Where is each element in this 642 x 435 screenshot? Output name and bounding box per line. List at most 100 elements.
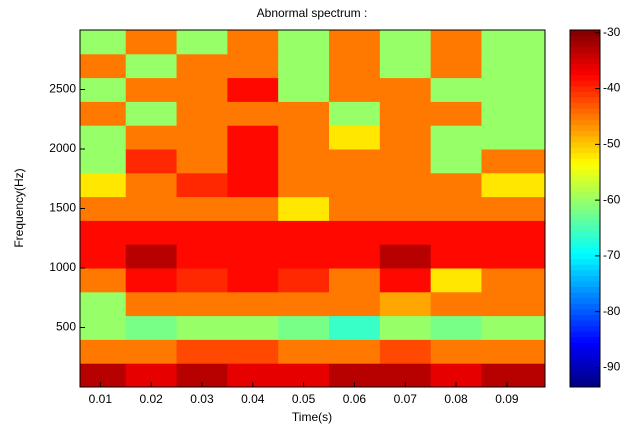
colorbar-swatch	[570, 364, 600, 371]
contour-cell	[329, 53, 381, 79]
colorbar-swatch	[570, 353, 600, 360]
colorbar-swatch	[570, 108, 600, 115]
contour-cell	[430, 77, 482, 102]
contour-cell	[329, 125, 381, 150]
contour-cell	[278, 53, 330, 79]
contour-cell	[379, 77, 432, 102]
contour-cell	[176, 172, 228, 198]
contour-cell	[125, 291, 178, 317]
colorbar-tick-label: -60	[603, 192, 621, 206]
contour-cell	[379, 244, 432, 269]
contour-cell	[430, 291, 482, 317]
contour-cell	[125, 244, 178, 269]
contour-cell	[430, 220, 482, 245]
contour-cell	[125, 30, 178, 55]
colorbar-swatch	[570, 297, 600, 304]
contour-cell	[176, 339, 228, 364]
contour-cell	[379, 30, 432, 55]
colorbar-swatch	[570, 46, 600, 53]
contour-cell	[176, 196, 228, 221]
contour-cell	[430, 149, 482, 174]
colorbar-swatch	[570, 202, 600, 209]
colorbar-swatch	[570, 359, 600, 366]
colorbar-swatch	[570, 91, 600, 98]
contour-cell	[430, 101, 482, 126]
colorbar-swatch	[570, 303, 600, 310]
x-tick-label: 0.09	[495, 392, 519, 406]
contour-cell	[329, 77, 381, 102]
contour-cell	[80, 268, 127, 293]
x-tick-label: 0.02	[139, 392, 163, 406]
contour-cell	[80, 30, 127, 55]
colorbar-swatch	[570, 275, 600, 282]
contour-cell	[125, 196, 178, 221]
contour-cell	[481, 196, 546, 221]
contour-cell	[227, 291, 279, 317]
contour-cell	[430, 53, 482, 79]
contour-cell	[379, 172, 432, 198]
contour-cell	[379, 196, 432, 221]
colorbar-swatch	[570, 247, 600, 254]
contour-cell	[80, 244, 127, 269]
colorbar-frame	[569, 29, 601, 388]
contour-cell	[329, 315, 381, 340]
colorbar-swatch	[570, 292, 600, 299]
x-tick-label: 0.06	[343, 392, 367, 406]
contour-cell	[80, 77, 127, 102]
colorbar-swatch	[570, 69, 600, 76]
colorbar-swatch	[570, 342, 600, 349]
contour-cell	[379, 315, 432, 340]
contour-cell	[80, 315, 127, 340]
contour-cell	[80, 339, 127, 364]
contour-cell	[430, 125, 482, 150]
contour-cell	[379, 291, 432, 317]
contour-cell	[481, 291, 546, 317]
contour-cell	[481, 363, 546, 388]
contour-cell	[430, 339, 482, 364]
contour-cell	[481, 268, 546, 293]
colorbar-swatch	[570, 191, 600, 198]
colorbar-swatch	[570, 219, 600, 226]
contour-cell	[227, 149, 279, 174]
contour-cell	[278, 101, 330, 126]
contour-cell	[125, 339, 178, 364]
contour-cell	[125, 315, 178, 340]
colorbar-swatch	[570, 264, 600, 271]
colorbar-swatch	[570, 320, 600, 327]
colorbar-swatch	[570, 331, 600, 338]
contour-cell	[176, 220, 228, 245]
colorbar-swatch	[570, 80, 600, 87]
contour-cell	[176, 291, 228, 317]
colorbar-swatch	[570, 35, 600, 42]
contour-cell	[176, 149, 228, 174]
contour-cell	[379, 53, 432, 79]
contour-cell	[125, 220, 178, 245]
contour-cell	[176, 244, 228, 269]
contour-cell	[227, 196, 279, 221]
colorbar-swatch	[570, 375, 600, 382]
contour-cell	[278, 291, 330, 317]
colorbar-swatch	[570, 147, 600, 154]
contour-cell	[329, 339, 381, 364]
colorbar-swatch	[570, 347, 600, 355]
colorbar-swatch	[570, 236, 600, 243]
contour-cell	[125, 172, 178, 198]
contour-cell	[379, 268, 432, 293]
contour-cell	[125, 149, 178, 174]
contour-cell	[176, 101, 228, 126]
colorbar-tick-label: -70	[603, 248, 621, 262]
colorbar-swatch	[570, 96, 600, 104]
contour-cell	[227, 53, 279, 79]
x-tick-label: 0.05	[292, 392, 316, 406]
colorbar-swatch	[570, 308, 600, 315]
colorbar-swatch	[570, 241, 600, 249]
colorbar-swatch	[570, 175, 600, 182]
contour-cell	[481, 101, 546, 126]
contour-cell	[80, 220, 127, 245]
contour-cell	[481, 315, 546, 340]
contour-cell	[481, 220, 546, 245]
colorbar-swatch	[570, 197, 600, 204]
contour-cell	[379, 101, 432, 126]
contour-cell	[176, 315, 228, 340]
contour-cell	[176, 30, 228, 55]
